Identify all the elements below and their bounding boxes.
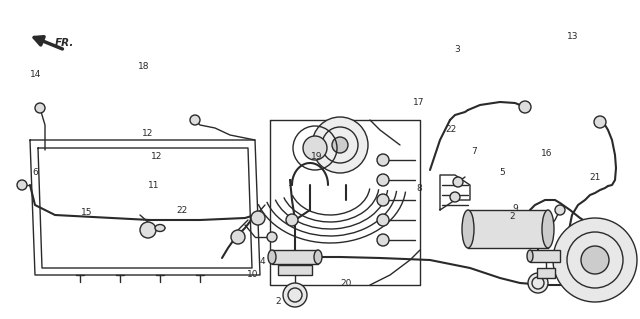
Text: 11: 11 [148, 181, 159, 189]
Text: 9: 9 [513, 204, 518, 213]
Circle shape [267, 232, 277, 242]
Circle shape [555, 205, 565, 215]
Circle shape [140, 222, 156, 238]
Circle shape [17, 180, 27, 190]
Circle shape [231, 230, 245, 244]
Bar [537, 268, 555, 278]
Circle shape [453, 177, 463, 187]
Circle shape [283, 283, 307, 307]
Circle shape [519, 101, 531, 113]
Text: 22: 22 [445, 125, 457, 134]
Bar [530, 250, 560, 262]
Text: 5: 5 [500, 168, 505, 177]
Text: 17: 17 [413, 98, 425, 107]
Circle shape [581, 246, 609, 274]
Text: 21: 21 [589, 173, 601, 182]
Circle shape [251, 211, 265, 225]
Text: 4: 4 [260, 257, 265, 266]
Circle shape [528, 273, 548, 293]
Ellipse shape [155, 225, 165, 232]
Circle shape [594, 116, 606, 128]
Bar [272, 250, 318, 264]
Circle shape [332, 137, 348, 153]
Text: 7: 7 [471, 147, 476, 156]
Circle shape [450, 192, 460, 202]
Text: 13: 13 [567, 32, 579, 41]
Circle shape [286, 214, 298, 226]
Text: 6: 6 [33, 168, 38, 177]
Text: 2: 2 [276, 297, 281, 306]
Text: 1: 1 [289, 179, 294, 188]
Text: 15: 15 [81, 208, 92, 217]
Ellipse shape [462, 210, 474, 248]
Text: 3: 3 [455, 45, 460, 54]
Text: 18: 18 [138, 63, 150, 71]
Circle shape [377, 234, 389, 246]
Ellipse shape [314, 250, 322, 264]
Text: 16: 16 [541, 149, 553, 158]
Text: 14: 14 [29, 70, 41, 79]
Ellipse shape [268, 250, 276, 264]
Text: 12: 12 [141, 130, 153, 138]
Text: 8: 8 [417, 184, 422, 193]
Text: 22: 22 [177, 206, 188, 215]
Circle shape [377, 214, 389, 226]
Circle shape [35, 103, 45, 113]
Text: 2: 2 [509, 212, 515, 221]
Text: FR.: FR. [55, 38, 74, 48]
Circle shape [377, 154, 389, 166]
Circle shape [312, 117, 368, 173]
Bar [278, 265, 312, 275]
Text: 12: 12 [151, 152, 163, 161]
Circle shape [377, 194, 389, 206]
Circle shape [377, 174, 389, 186]
Circle shape [303, 136, 327, 160]
Bar [468, 210, 548, 248]
Ellipse shape [542, 210, 554, 248]
Circle shape [190, 115, 200, 125]
Text: 19: 19 [311, 152, 323, 161]
Ellipse shape [527, 250, 533, 262]
Circle shape [553, 218, 637, 302]
Text: 10: 10 [247, 270, 259, 279]
Text: 20: 20 [340, 279, 351, 288]
